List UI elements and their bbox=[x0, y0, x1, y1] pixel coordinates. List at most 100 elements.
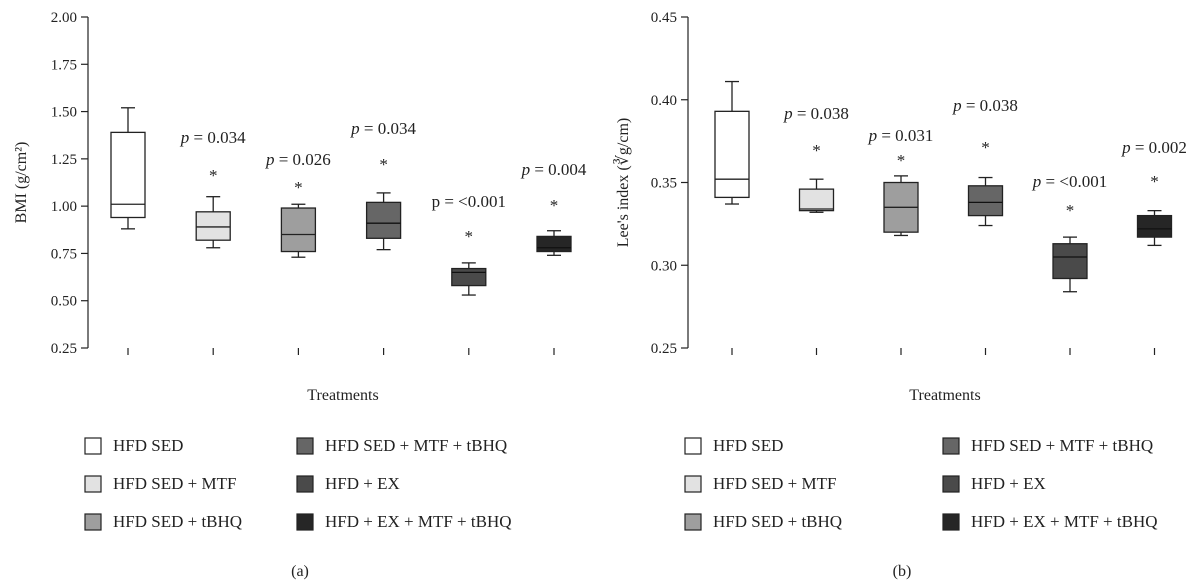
y-tick-label: 2.00 bbox=[51, 10, 77, 26]
legend-label: HFD + EX + MTF + tBHQ bbox=[325, 512, 512, 531]
y-tick-label: 1.25 bbox=[51, 152, 77, 168]
p-symbol: p bbox=[783, 104, 793, 123]
significance-star: * bbox=[465, 227, 474, 246]
legend-label: HFD SED + tBHQ bbox=[113, 512, 242, 531]
significance-star: * bbox=[981, 138, 990, 157]
p-value-label: p = 0.026 bbox=[265, 150, 331, 169]
panel-label: (b) bbox=[893, 563, 912, 580]
legend-swatch bbox=[942, 437, 960, 455]
legend-label: HFD + EX bbox=[971, 474, 1046, 493]
significance-star: * bbox=[550, 196, 559, 215]
box-hfd-sed-tbhq: * p = 0.031 bbox=[868, 126, 934, 237]
chart-panel-a: 0.25 0.50 0.75 1.00 1.25 1.50 1.75 2.00 BMI (g/c… bbox=[13, 10, 587, 580]
p-symbol: p bbox=[868, 126, 878, 145]
p-symbol: p bbox=[521, 160, 531, 179]
y-tick-label: 1.75 bbox=[51, 57, 77, 73]
box-iqr bbox=[1136, 214, 1173, 238]
legend-swatch bbox=[296, 437, 314, 455]
legend-item: HFD SED + tBHQ bbox=[684, 512, 842, 531]
box-hfd-sed bbox=[110, 107, 146, 230]
y-tick-label: 1.50 bbox=[51, 105, 77, 121]
p-value: = <0.001 bbox=[1046, 172, 1108, 191]
significance-star: * bbox=[294, 178, 303, 197]
legend-item: HFD SED + MTF + tBHQ bbox=[296, 436, 507, 455]
legend: HFD SED HFD SED + MTF HFD SED + tBHQ HFD SE… bbox=[684, 436, 1158, 531]
significance-star: * bbox=[209, 166, 218, 185]
legend-label: HFD + EX bbox=[325, 474, 400, 493]
box-hfd-sed bbox=[714, 80, 750, 205]
panel-label: (a) bbox=[291, 563, 309, 580]
legend-item: HFD SED bbox=[84, 436, 183, 455]
y-tick-label: 0.35 bbox=[651, 176, 677, 192]
legend-label: HFD SED + tBHQ bbox=[713, 512, 842, 531]
legend-label: HFD SED + MTF bbox=[113, 474, 236, 493]
p-value-label: p = 0.034 bbox=[350, 119, 416, 138]
box-hfd-ex: * p = <0.001 bbox=[432, 192, 506, 296]
significance-star: * bbox=[897, 151, 906, 170]
legend-label: HFD SED bbox=[113, 436, 183, 455]
legend: HFD SED HFD SED + MTF HFD SED + tBHQ HFD SE… bbox=[84, 436, 512, 531]
y-tick-label: 1.00 bbox=[51, 199, 77, 215]
legend-label: HFD SED bbox=[713, 436, 783, 455]
significance-star: * bbox=[379, 155, 388, 174]
box-iqr bbox=[451, 267, 487, 287]
box-iqr bbox=[714, 110, 750, 199]
p-value-label: p = <0.001 bbox=[1032, 172, 1107, 191]
legend-swatch bbox=[84, 437, 102, 455]
y-tick-label: 0.50 bbox=[51, 294, 77, 310]
p-value-label: p = 0.038 bbox=[952, 96, 1018, 115]
x-axis-title: Treatments bbox=[909, 387, 980, 404]
legend-swatch bbox=[84, 513, 102, 531]
box-hfd-ex-mtf-tbhq: * p = 0.004 bbox=[521, 160, 587, 256]
legend-swatch bbox=[684, 475, 702, 493]
p-value-label: p = 0.034 bbox=[180, 128, 246, 147]
legend-label: HFD SED + MTF + tBHQ bbox=[325, 436, 507, 455]
box-hfd-sed-mtf: * p = 0.038 bbox=[783, 104, 849, 213]
legend-item: HFD + EX + MTF + tBHQ bbox=[942, 512, 1158, 531]
p-value: = 0.038 bbox=[966, 96, 1018, 115]
p-value: = 0.038 bbox=[797, 104, 849, 123]
y-axis-title: Lee's index (∛g/cm) bbox=[613, 118, 632, 247]
p-symbol: p bbox=[350, 119, 360, 138]
legend-label: HFD + EX + MTF + tBHQ bbox=[971, 512, 1158, 531]
p-value-label: p = 0.031 bbox=[868, 126, 934, 145]
legend-swatch bbox=[942, 513, 960, 531]
y-tick-label: 0.30 bbox=[651, 258, 677, 274]
legend-label: HFD SED + MTF + tBHQ bbox=[971, 436, 1153, 455]
p-value-label: p = 0.002 bbox=[1121, 138, 1187, 157]
legend-item: HFD SED + tBHQ bbox=[84, 512, 242, 531]
box-hfd-ex-mtf-tbhq: * p = 0.002 bbox=[1121, 138, 1187, 247]
legend-swatch bbox=[942, 475, 960, 493]
significance-star: * bbox=[1066, 201, 1075, 220]
p-value: = 0.002 bbox=[1135, 138, 1187, 157]
p-value-label: p = 0.004 bbox=[521, 160, 587, 179]
p-value: p = <0.001 bbox=[432, 192, 506, 211]
p-value: = 0.034 bbox=[194, 128, 247, 147]
legend-swatch bbox=[684, 513, 702, 531]
box-hfd-sed-tbhq: * p = 0.026 bbox=[265, 150, 331, 258]
box-iqr bbox=[195, 211, 231, 241]
y-tick-label: 0.25 bbox=[51, 341, 77, 357]
p-symbol: p bbox=[265, 150, 275, 169]
legend-swatch bbox=[84, 475, 102, 493]
y-tick-label: 0.75 bbox=[51, 246, 77, 262]
p-value-label: p = <0.001 bbox=[432, 192, 506, 211]
box-iqr bbox=[280, 207, 317, 253]
box-iqr bbox=[967, 185, 1004, 217]
legend-item: HFD + EX bbox=[942, 474, 1046, 493]
p-symbol: p bbox=[1121, 138, 1131, 157]
p-value-label: p = 0.038 bbox=[783, 104, 849, 123]
legend-item: HFD SED + MTF bbox=[684, 474, 836, 493]
p-value: = 0.034 bbox=[364, 119, 417, 138]
p-value: = 0.026 bbox=[279, 150, 331, 169]
box-hfd-ex: * p = <0.001 bbox=[1032, 172, 1107, 293]
legend-label: HFD SED + MTF bbox=[713, 474, 836, 493]
significance-star: * bbox=[1150, 172, 1159, 191]
legend-item: HFD SED bbox=[684, 436, 783, 455]
y-tick-label: 0.25 bbox=[651, 341, 677, 357]
y-axis-title: BMI (g/cm²) bbox=[13, 142, 30, 224]
legend-swatch bbox=[684, 437, 702, 455]
legend-item: HFD SED + MTF + tBHQ bbox=[942, 436, 1153, 455]
box-iqr bbox=[1052, 243, 1088, 280]
